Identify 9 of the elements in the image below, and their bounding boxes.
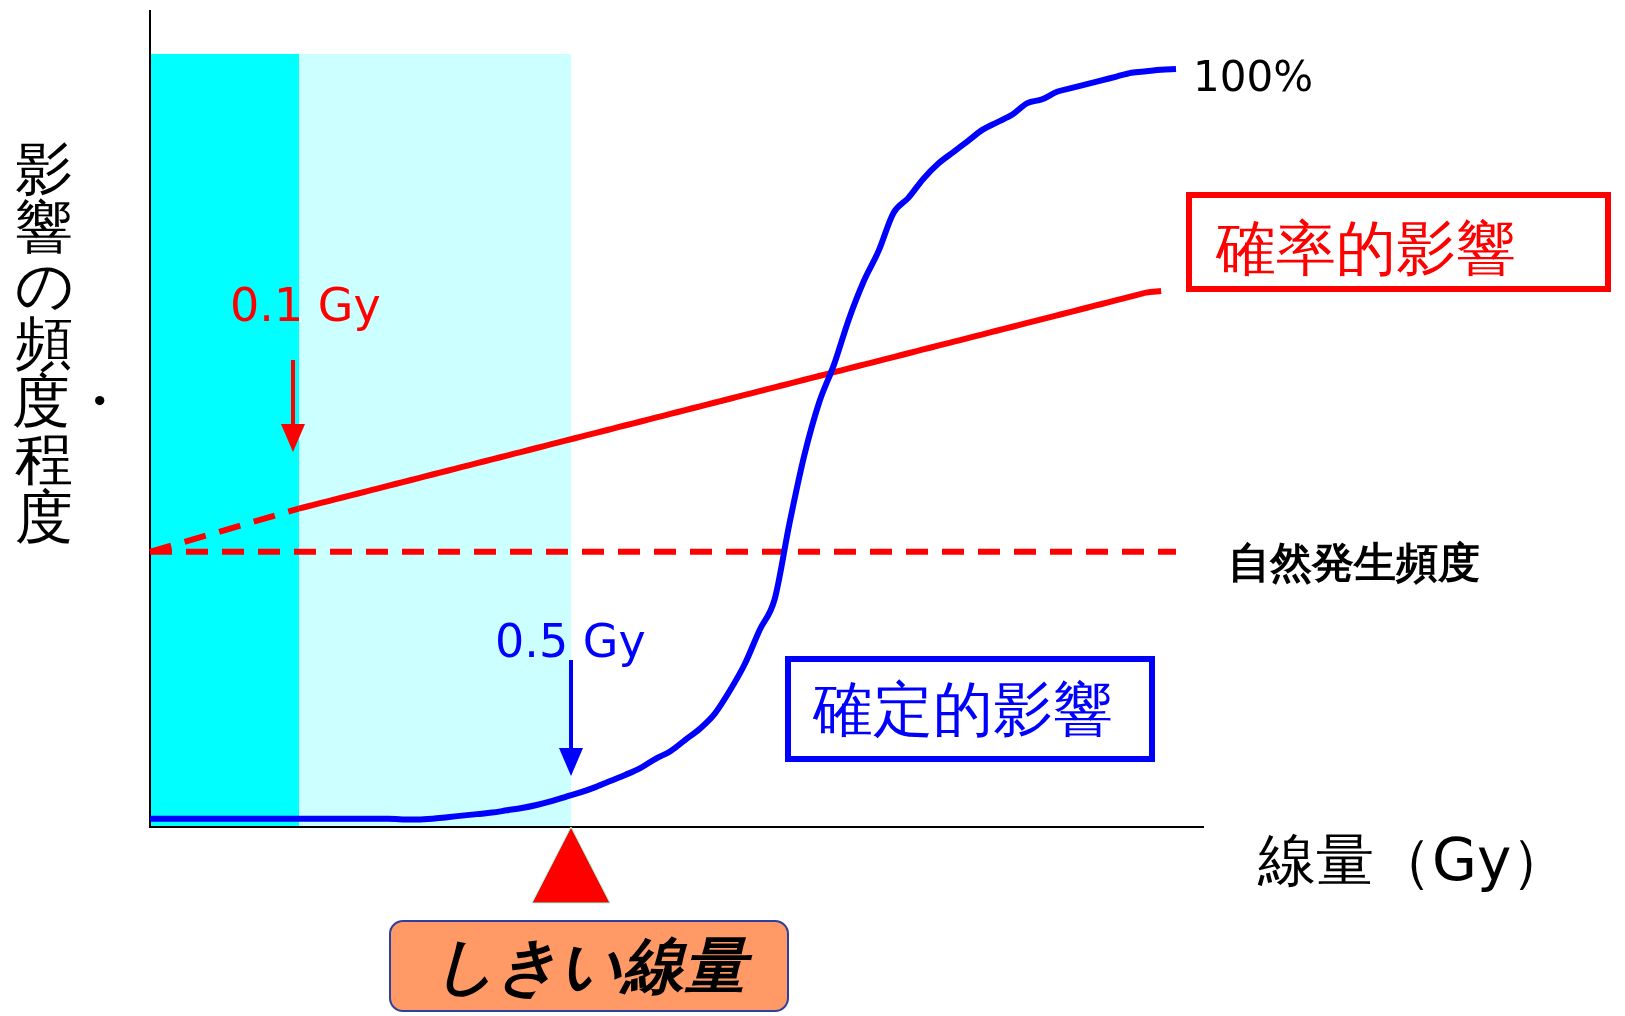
series-label: 確定的影響 [785,656,1155,762]
annotation: 0.1 Gy [230,278,381,332]
text: しきい線量 [389,920,789,1012]
series-label: 確率的影響 [1186,192,1611,292]
x-axis-title: 線量（Gy） [1258,825,1570,896]
annotation: 0.5 Gy [495,614,646,668]
text: 100% [1193,52,1314,101]
ref-line-label: 自然発生頻度 [1228,537,1480,589]
y-axis-title: 影響の頻度・程度 [12,135,128,551]
